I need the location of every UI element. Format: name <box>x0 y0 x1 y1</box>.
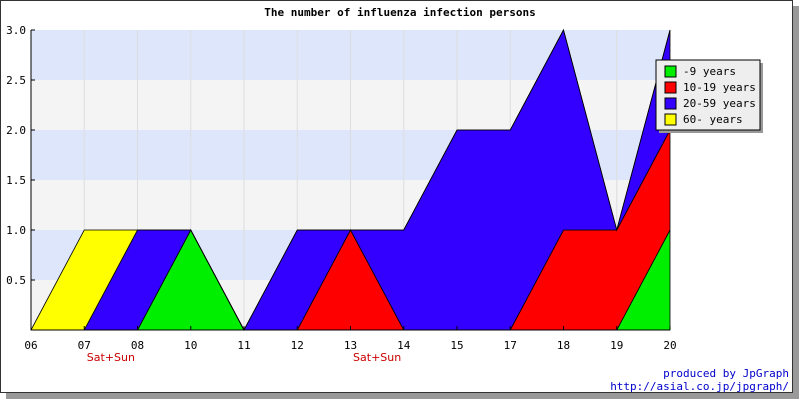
frame-shadow-right <box>793 6 799 399</box>
y-tick-label: 1.5 <box>6 174 26 187</box>
x-tick-label: 14 <box>397 339 411 352</box>
y-tick-label: 2.5 <box>6 74 26 87</box>
weekend-label: Sat+Sun <box>353 351 401 364</box>
x-tick-label: 06 <box>24 339 37 352</box>
legend-item-60-years-label: 60- years <box>683 113 743 126</box>
credit-producer: produced by JpGraph <box>663 367 789 380</box>
legend-item-9-years-swatch <box>664 65 677 78</box>
y-tick-label: 2.0 <box>6 124 26 137</box>
legend-item-10-19-years-swatch <box>664 81 677 94</box>
x-tick-label: 10 <box>184 339 197 352</box>
x-tick-label: 13 <box>344 339 357 352</box>
x-tick-label: 15 <box>450 339 463 352</box>
legend-item-20-59-years-label: 20-59 years <box>683 97 756 110</box>
frame-shadow-bottom <box>6 393 799 399</box>
x-tick-label: 20 <box>663 339 676 352</box>
chart-title: The number of influenza infection person… <box>264 6 536 19</box>
x-tick-label: 17 <box>504 339 517 352</box>
legend: -9 years 10-19 years 20-59 years 60- years <box>655 59 763 133</box>
y-tick-label: 3.0 <box>6 24 26 37</box>
weekend-label: Sat+Sun <box>87 351 135 364</box>
x-tick-label: 19 <box>610 339 623 352</box>
legend-item-60-years-swatch <box>664 113 677 126</box>
legend-item-10-19-years-label: 10-19 years <box>683 81 756 94</box>
y-tick-label: 0.5 <box>6 274 26 287</box>
y-tick-label: 1.0 <box>6 224 26 237</box>
credit-url: http://asial.co.jp/jpgraph/ <box>610 380 789 393</box>
x-tick-label: 07 <box>78 339 91 352</box>
x-tick-label: 08 <box>131 339 144 352</box>
legend-item-20-59-years-swatch <box>664 97 677 110</box>
x-tick-label: 11 <box>237 339 250 352</box>
legend-item-9-years-label: -9 years <box>683 65 736 78</box>
axes: 0.5 1.0 1.5 2.0 2.5 3.0 06 07 08 10 11 12 13 14 15 17 18… <box>6 24 677 364</box>
x-tick-label: 12 <box>291 339 304 352</box>
x-tick-label: 18 <box>557 339 570 352</box>
